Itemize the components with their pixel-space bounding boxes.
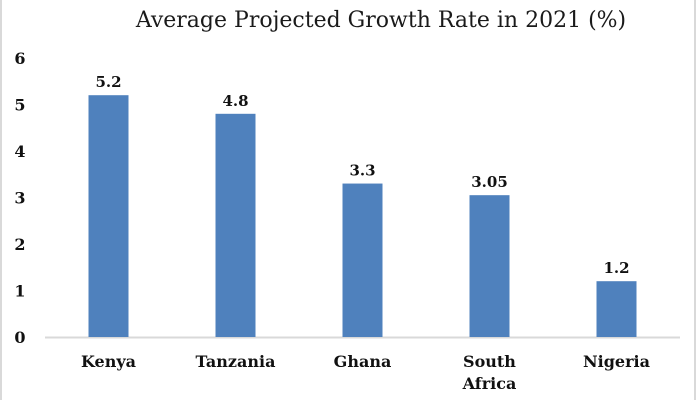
chart-title: Average Projected Growth Rate in 2021 (%… xyxy=(135,8,626,33)
data-label: 4.8 xyxy=(222,92,248,110)
bar xyxy=(215,113,256,337)
bars xyxy=(88,95,637,337)
x-tick-label: Nigeria xyxy=(583,352,650,371)
x-tick-label-line: Nigeria xyxy=(583,352,650,371)
x-tick-label-line: Ghana xyxy=(334,352,392,371)
data-label: 1.2 xyxy=(603,259,629,277)
y-tick-label: 1 xyxy=(14,282,25,301)
y-tick-label: 6 xyxy=(14,49,25,68)
data-labels: 5.2 4.8 3.3 3.05 1.2 xyxy=(95,73,629,277)
data-label: 3.05 xyxy=(471,173,508,191)
x-tick-label-line: Kenya xyxy=(81,352,136,371)
y-tick-label: 3 xyxy=(14,189,25,208)
bar xyxy=(88,95,129,337)
x-tick-label-line: South xyxy=(463,352,516,371)
x-tick-label: Tanzania xyxy=(196,352,276,371)
bar xyxy=(596,281,637,337)
y-tick-label: 0 xyxy=(14,328,25,347)
x-tick-label: Ghana xyxy=(334,352,392,371)
y-tick-label: 2 xyxy=(14,235,25,254)
x-axis: Kenya Tanzania Ghana South Africa Nigeria xyxy=(81,352,650,393)
x-tick-label: South Africa xyxy=(462,352,517,393)
data-label: 3.3 xyxy=(349,162,375,180)
x-tick-label-line: Africa xyxy=(462,374,517,393)
y-tick-label: 5 xyxy=(14,96,25,115)
y-tick-label: 4 xyxy=(14,142,25,161)
x-tick-label: Kenya xyxy=(81,352,136,371)
bar xyxy=(342,183,383,337)
data-label: 5.2 xyxy=(95,73,121,91)
bar xyxy=(469,195,510,337)
x-tick-label-line: Tanzania xyxy=(196,352,276,371)
y-axis: 0 1 2 3 4 5 6 xyxy=(14,49,25,347)
